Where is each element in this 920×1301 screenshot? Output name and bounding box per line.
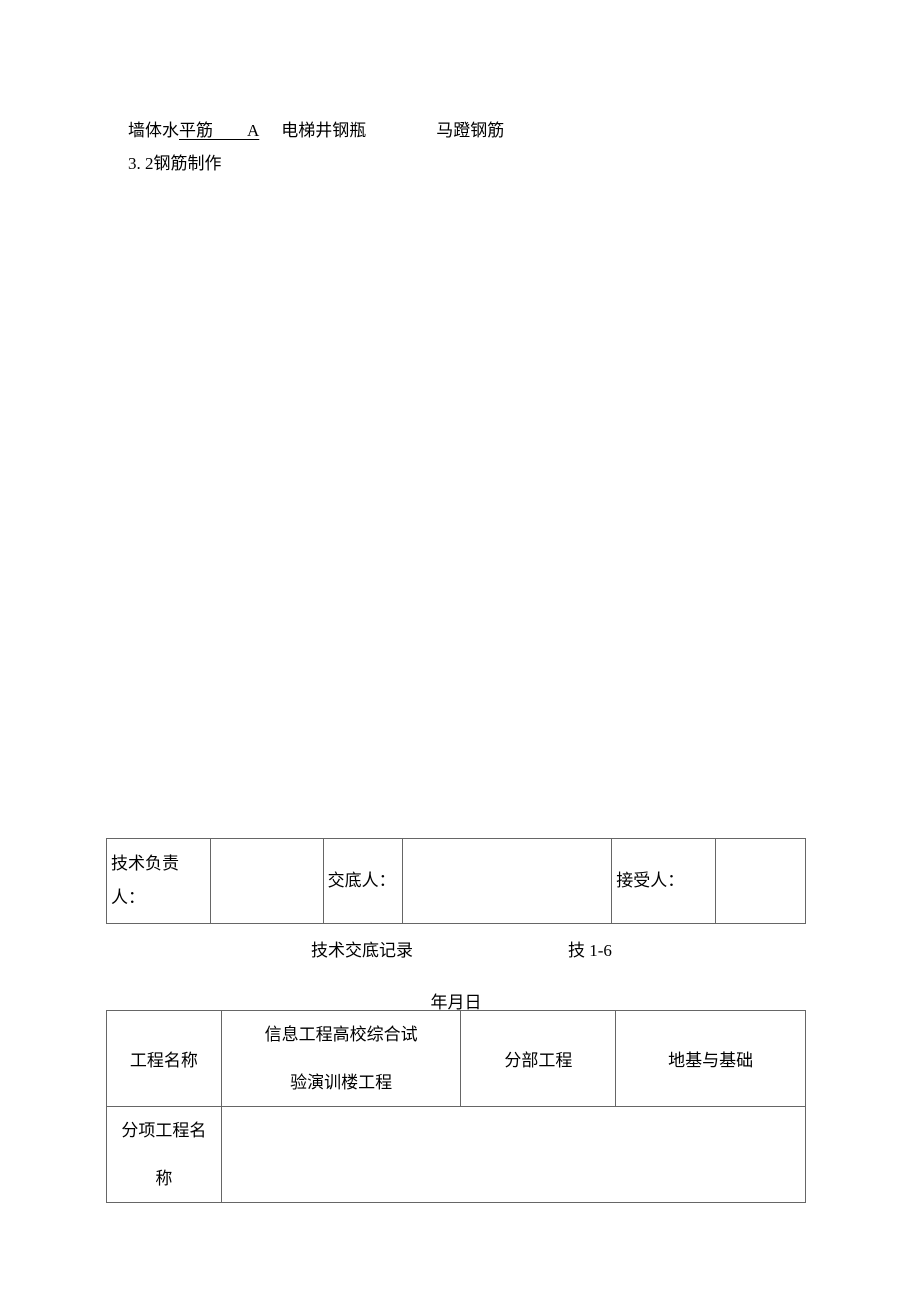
- text-block: 墙体水平筋 A 电梯井钢瓶 马蹬钢筋 3. 2钢筋制作: [0, 0, 920, 174]
- text-pre: 墙体水: [128, 121, 179, 140]
- received-by-label: 接受人：: [612, 839, 716, 924]
- sub-project-label: 分部工程: [461, 1011, 616, 1107]
- item-project-label: 分项工程名称: [107, 1107, 222, 1203]
- text-line-2: 3. 2钢筋制作: [128, 149, 810, 174]
- item-project-label-text: 分项工程名称: [121, 1121, 206, 1188]
- project-name-text: 信息工程高校综合试验演训楼工程: [265, 1025, 418, 1092]
- item-project-value: [221, 1107, 805, 1203]
- tech-responsible-label: 技术负责人：: [107, 839, 211, 924]
- text-segment-stirrup: 马蹬钢筋: [436, 116, 504, 141]
- text-segment-elevator: 电梯井钢瓶: [281, 116, 366, 141]
- text-line-1: 墙体水平筋 A 电梯井钢瓶 马蹬钢筋: [128, 116, 810, 141]
- table-row-1: 工程名称 信息工程高校综合试验演训楼工程 分部工程 地基与基础: [107, 1011, 806, 1107]
- table-row-2: 分项工程名称: [107, 1107, 806, 1203]
- project-name-value: 信息工程高校综合试验演训楼工程: [221, 1011, 461, 1107]
- record-code: 技 1-6: [568, 936, 612, 961]
- text-underlined: 平筋 A: [179, 121, 259, 140]
- record-title: 技术交底记录: [311, 936, 413, 961]
- signature-table: 技术负责人： 交底人： 接受人：: [106, 838, 806, 924]
- text-segment-wall-horizontal: 墙体水平筋 A: [128, 116, 259, 141]
- project-name-label: 工程名称: [107, 1011, 222, 1107]
- sub-project-value: 地基与基础: [616, 1011, 806, 1107]
- record-title-line: 技术交底记录 技 1-6: [106, 936, 806, 961]
- disclosed-by-value: [402, 839, 612, 924]
- signature-row: 技术负责人： 交底人： 接受人：: [107, 839, 806, 924]
- tech-responsible-value: [210, 839, 323, 924]
- disclosed-by-label: 交底人：: [323, 839, 402, 924]
- received-by-value: [716, 839, 806, 924]
- main-table: 工程名称 信息工程高校综合试验演训楼工程 分部工程 地基与基础 分项工程名称: [106, 1010, 806, 1203]
